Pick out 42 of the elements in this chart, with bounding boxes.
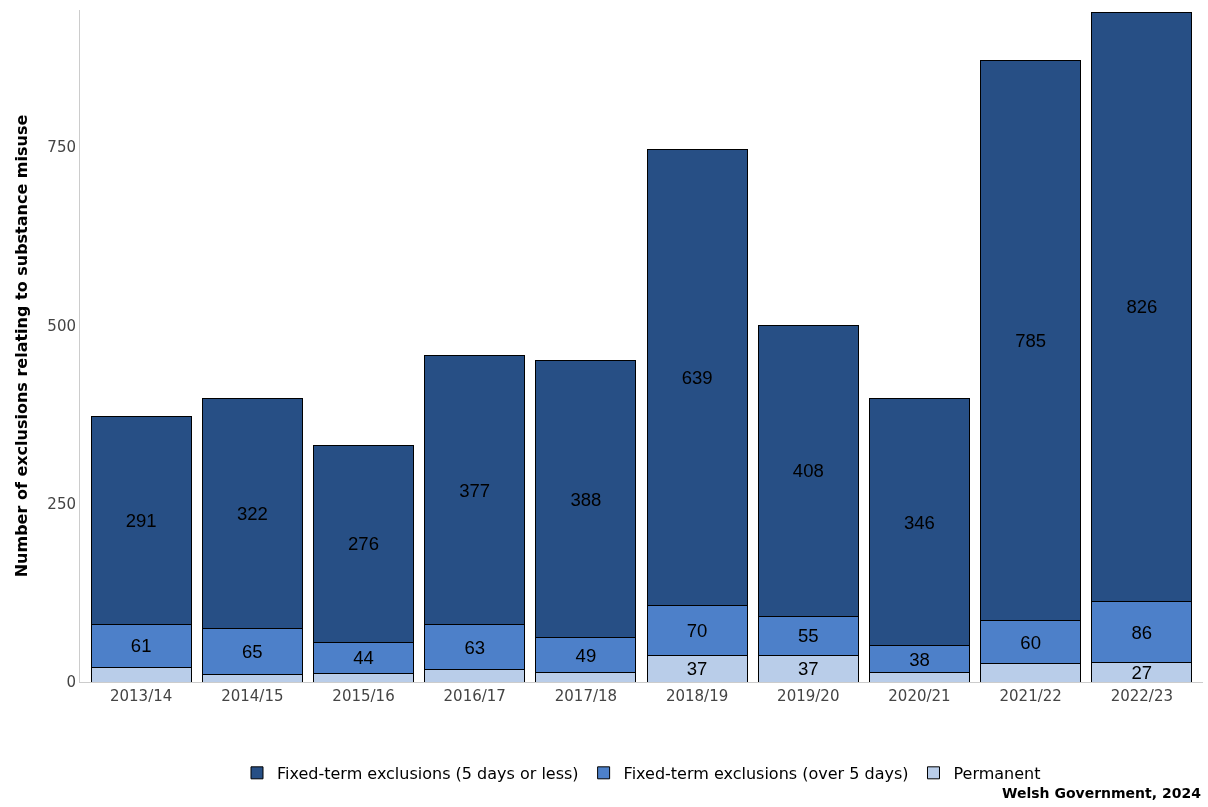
data-label: 37 bbox=[797, 658, 819, 680]
data-label: 346 bbox=[904, 511, 935, 533]
data-label: 377 bbox=[459, 479, 491, 501]
data-label: 37 bbox=[686, 658, 708, 680]
y-tick-label: 750 bbox=[47, 138, 76, 157]
data-label: 27 bbox=[1131, 661, 1153, 683]
x-tick-label: 2022/23 bbox=[1110, 687, 1174, 705]
x-tick-label: 2021/22 bbox=[999, 687, 1062, 705]
data-label: 826 bbox=[1126, 296, 1158, 318]
x-tick-label: 2019/20 bbox=[777, 687, 840, 705]
legend-label: Fixed-term exclusions (over 5 days) bbox=[623, 764, 909, 784]
data-label: 44 bbox=[353, 647, 374, 669]
data-label: 291 bbox=[125, 509, 157, 531]
legend-label: Fixed-term exclusions (5 days or less) bbox=[277, 764, 579, 784]
y-tick-label: 0 bbox=[66, 673, 76, 692]
data-label: 63 bbox=[464, 636, 486, 658]
data-label: 785 bbox=[1015, 330, 1047, 352]
legend-label: Permanent bbox=[953, 764, 1041, 784]
data-label: 639 bbox=[681, 367, 713, 389]
x-tick-label: 2013/14 bbox=[109, 687, 173, 705]
data-label: 38 bbox=[909, 648, 930, 670]
x-tick-label: 2015/16 bbox=[332, 687, 395, 705]
data-label: 70 bbox=[686, 620, 708, 642]
data-label: 408 bbox=[792, 460, 824, 482]
y-tick-label: 250 bbox=[47, 494, 76, 513]
x-tick-label: 2020/21 bbox=[888, 687, 951, 705]
data-label: 65 bbox=[242, 641, 263, 663]
y-tick-label: 500 bbox=[47, 316, 76, 335]
x-tick-label: 2014/15 bbox=[221, 687, 284, 705]
data-label: 86 bbox=[1131, 621, 1153, 643]
data-label: 388 bbox=[570, 488, 602, 510]
data-label: 276 bbox=[348, 533, 379, 555]
data-label: 60 bbox=[1020, 631, 1041, 653]
data-label: 322 bbox=[236, 503, 268, 525]
data-label: 61 bbox=[130, 635, 152, 657]
x-tick-label: 2017/18 bbox=[554, 687, 618, 705]
data-label: 55 bbox=[797, 625, 819, 647]
x-tick-label: 2018/19 bbox=[665, 687, 729, 705]
y-axis-title: Number of exclusions relating to substance misuse bbox=[12, 114, 32, 578]
data-label: 49 bbox=[575, 644, 597, 666]
x-tick-label: 2016/17 bbox=[443, 687, 506, 705]
text: Welsh Government, 2024 bbox=[1002, 785, 1202, 801]
